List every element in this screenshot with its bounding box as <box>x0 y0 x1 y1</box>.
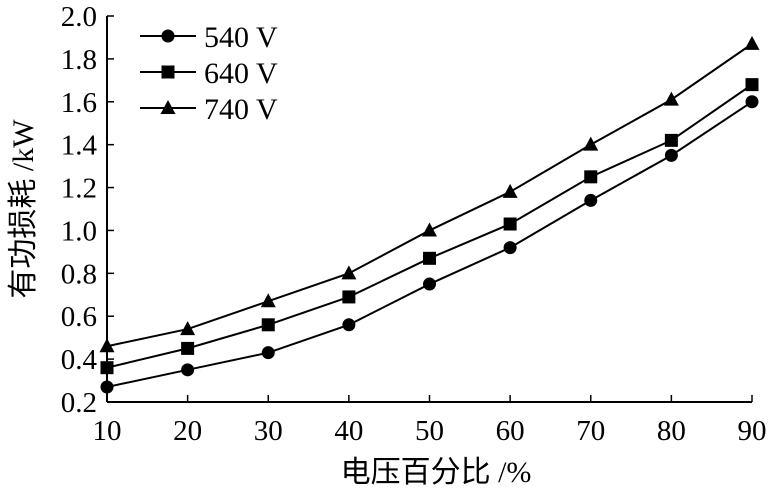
data-point-540-v <box>423 277 436 291</box>
data-point-640-v <box>664 133 678 147</box>
data-point-740-v <box>744 35 760 50</box>
legend-marker <box>161 29 175 43</box>
data-point-640-v <box>181 341 195 355</box>
y-tick-label: 1.6 <box>61 87 97 119</box>
data-point-740-v <box>341 265 357 280</box>
legend-label: 740 V <box>204 93 278 126</box>
legend-item-540-v: 540 V <box>140 21 278 54</box>
data-point-540-v <box>100 380 114 394</box>
data-point-540-v <box>745 95 759 109</box>
series-740-v <box>99 35 760 353</box>
x-tick-label: 30 <box>254 415 283 447</box>
data-point-540-v <box>181 363 195 377</box>
x-tick-label: 80 <box>657 415 686 447</box>
data-point-740-v <box>260 293 276 308</box>
x-tick-label: 60 <box>496 415 525 447</box>
y-tick-label: 1.0 <box>61 215 97 247</box>
legend-marker <box>160 100 176 114</box>
data-point-740-v <box>663 91 679 106</box>
data-point-540-v <box>261 346 275 360</box>
data-point-540-v <box>664 148 678 162</box>
x-tick-label: 90 <box>738 415 767 447</box>
legend-label: 640 V <box>204 57 278 90</box>
y-tick-label: 2.0 <box>61 1 97 33</box>
y-tick-label: 0.8 <box>61 258 97 290</box>
legend-item-640-v: 640 V <box>140 57 278 90</box>
y-tick-label: 1.2 <box>61 173 97 205</box>
data-point-740-v <box>502 183 518 198</box>
ticks: 10 20 30 40 50 60 70 80 90 0.2 0.4 0.6 0.8 1.0 1.2 1.4 1… <box>61 1 767 447</box>
data-point-740-v <box>583 136 599 151</box>
series-640-v <box>100 78 759 375</box>
data-point-540-v <box>342 318 356 332</box>
y-tick-label: 0.4 <box>61 344 98 376</box>
legend-marker <box>161 65 175 79</box>
x-tick-label: 10 <box>93 415 122 447</box>
legend-label: 540 V <box>204 21 278 54</box>
data-point-640-v <box>584 170 598 184</box>
data-point-640-v <box>423 251 436 265</box>
x-tick-label: 40 <box>334 415 363 447</box>
y-tick-label: 1.8 <box>61 44 97 76</box>
x-tick-label: 70 <box>576 415 605 447</box>
data-point-540-v <box>584 193 598 207</box>
y-tick-label: 0.6 <box>61 301 97 333</box>
data-point-640-v <box>503 217 517 231</box>
data-point-740-v <box>180 321 196 336</box>
data-point-640-v <box>342 290 356 304</box>
data-point-640-v <box>100 361 114 375</box>
data-point-640-v <box>261 318 275 332</box>
data-point-740-v <box>422 222 437 237</box>
y-tick-label: 0.2 <box>61 387 97 419</box>
data-point-540-v <box>503 241 517 255</box>
x-tick-label: 50 <box>415 415 444 447</box>
series-group <box>99 35 760 394</box>
data-point-640-v <box>745 78 759 92</box>
y-axis-label: 有功损耗 /kW <box>7 119 40 299</box>
legend-item-740-v: 740 V <box>140 93 278 126</box>
y-tick-label: 1.4 <box>61 130 98 162</box>
x-tick-label: 20 <box>173 415 202 447</box>
data-point-740-v <box>99 338 115 353</box>
series-540-v <box>100 95 759 394</box>
x-axis-label: 电压百分比 /% <box>341 456 532 489</box>
